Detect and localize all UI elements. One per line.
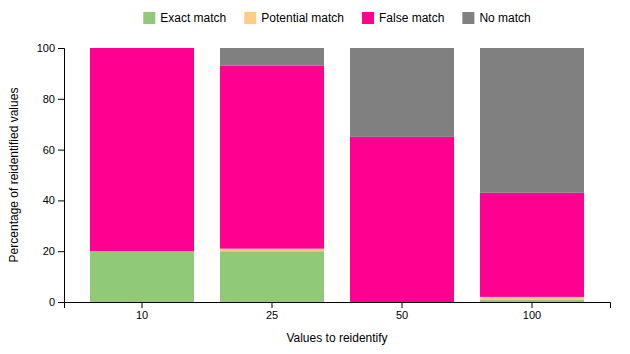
tick-label: 0 xyxy=(49,296,55,308)
bars xyxy=(90,48,584,302)
tick: 40 xyxy=(43,194,64,206)
axis-line xyxy=(65,303,611,309)
bar-segment xyxy=(220,66,324,249)
bar-segment xyxy=(480,193,584,297)
tick-mark xyxy=(142,302,143,308)
tick: 20 xyxy=(43,245,64,257)
bar-segment xyxy=(220,48,324,66)
tick-label: 40 xyxy=(43,194,55,206)
legend-item: Exact match xyxy=(143,11,226,25)
tick: 25 xyxy=(266,302,278,321)
bar-segment xyxy=(480,299,584,302)
tick-mark xyxy=(58,48,64,49)
tick: 10 xyxy=(136,302,148,321)
bar-segment xyxy=(220,251,324,302)
series xyxy=(220,48,584,193)
legend: Exact match Potential match False match No … xyxy=(143,11,530,25)
legend-item: False match xyxy=(362,11,444,25)
plot-area: 0 20 40 60 80 100 10 25 50 100 xyxy=(37,42,611,321)
tick-label: 80 xyxy=(43,93,55,105)
tick-label: 100 xyxy=(37,42,55,54)
legend-swatch xyxy=(362,12,374,24)
series xyxy=(90,48,584,302)
tick-mark xyxy=(402,302,403,308)
tick-mark xyxy=(58,99,64,100)
bar-segment xyxy=(90,48,194,49)
tick-mark xyxy=(58,251,64,252)
tick-label: 10 xyxy=(136,309,148,321)
legend-swatch xyxy=(244,12,256,24)
bar-segment xyxy=(480,297,584,300)
y-axis-title: Percentage of reidentified values xyxy=(7,88,21,263)
bar-segment xyxy=(350,137,454,302)
tick: 80 xyxy=(43,93,64,105)
tick: 100 xyxy=(523,302,541,321)
legend-label: False match xyxy=(379,11,444,25)
y-axis: 0 20 40 60 80 100 xyxy=(37,42,65,308)
legend-item: Potential match xyxy=(244,11,344,25)
bar-segment xyxy=(350,48,454,137)
legend-swatch xyxy=(462,12,474,24)
legend-label: No match xyxy=(479,11,530,25)
tick-mark xyxy=(58,302,64,303)
legend-label: Potential match xyxy=(261,11,344,25)
bar-segment xyxy=(90,48,194,251)
tick: 60 xyxy=(43,144,64,156)
bar-segment xyxy=(220,249,324,252)
tick: 50 xyxy=(396,302,408,321)
tick: 0 xyxy=(49,296,64,308)
tick-mark xyxy=(272,302,273,308)
legend-label: Exact match xyxy=(160,11,226,25)
tick-label: 60 xyxy=(43,144,55,156)
tick-mark xyxy=(58,150,64,151)
chart: 0 20 40 60 80 100 10 25 50 100 Values to reidentif… xyxy=(0,0,630,354)
tick: 100 xyxy=(37,42,64,54)
x-axis-title: Values to reidentify xyxy=(286,331,387,345)
tick-label: 25 xyxy=(266,309,278,321)
tick-mark xyxy=(58,200,64,201)
axis-line xyxy=(58,49,65,303)
tick-label: 50 xyxy=(396,309,408,321)
x-axis: 10 25 50 100 xyxy=(65,302,611,321)
legend-swatch xyxy=(143,12,155,24)
tick-mark xyxy=(532,302,533,308)
tick-label: 20 xyxy=(43,245,55,257)
bar-segment xyxy=(90,251,194,302)
legend-item: No match xyxy=(462,11,530,25)
bar-segment xyxy=(480,48,584,193)
tick-label: 100 xyxy=(523,309,541,321)
